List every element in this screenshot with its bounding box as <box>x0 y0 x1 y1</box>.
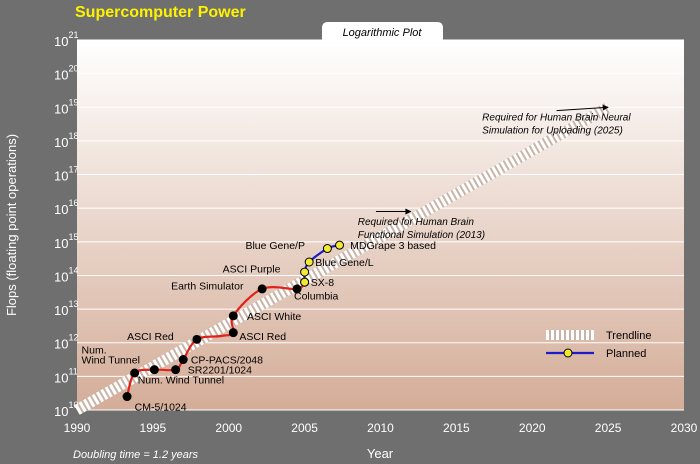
data-label: ASCI Purple <box>223 264 281 276</box>
x-tick-label: 2000 <box>215 421 242 435</box>
y-tick-label: 1015 <box>54 232 78 251</box>
y-tick-label: 1011 <box>54 366 78 385</box>
y-tick-label: 1014 <box>54 265 78 284</box>
data-label: SR2201/1024 <box>188 365 252 377</box>
data-label: Blue Gene/P <box>245 240 305 252</box>
x-tick-label: 2015 <box>443 421 470 435</box>
y-tick-label: 1019 <box>54 97 78 116</box>
planned-data-point <box>300 277 310 287</box>
planned-data-point <box>304 257 314 267</box>
data-label: SX-8 <box>311 277 335 289</box>
data-label: CM-5/1024 <box>135 402 187 414</box>
x-tick-label: 2005 <box>291 421 318 435</box>
actual-data-point <box>149 365 159 375</box>
y-tick-label: 1010 <box>54 400 78 419</box>
actual-data-point <box>130 368 140 378</box>
actual-data-point <box>257 284 267 294</box>
data-label: Blue Gene/L <box>315 257 374 269</box>
actual-data-point <box>192 334 202 344</box>
data-label: ASCI White <box>247 311 301 323</box>
legend-label: Trendline <box>606 330 651 342</box>
trendline-stripes <box>74 102 611 415</box>
x-tick-label: 2030 <box>671 421 698 435</box>
planned-data-point <box>300 267 310 277</box>
grid-lines <box>77 39 684 411</box>
actual-data-point <box>171 365 181 375</box>
target-note: Simulation for Uploading (2025) <box>482 126 623 137</box>
x-tick-label: 1995 <box>140 421 167 435</box>
chart-title: Supercomputer Power <box>75 4 246 21</box>
subtitle-tab <box>322 22 443 40</box>
data-label: CP-PACS/2048 <box>191 355 263 367</box>
x-axis-label: Year <box>367 446 394 461</box>
x-tick-labels: 1990 1995 2000 2005 2010 2015 2020 2025 2030 <box>64 421 698 435</box>
target-note: Functional Simulation (2013) <box>358 230 485 241</box>
y-tick-label: 1012 <box>54 333 78 352</box>
y-tick-label: 1013 <box>54 299 78 318</box>
data-label: ASCI Red <box>239 331 286 343</box>
chart-subtitle: Logarithmic Plot <box>343 27 423 39</box>
y-axis-label: Flops (floating point operations) <box>4 134 19 316</box>
y-tick-labels: 1010 1011 1012 1013 1014 1015 1016 1017 1018 1019… <box>54 30 78 419</box>
actual-data-point <box>292 284 302 294</box>
x-tick-label: 2010 <box>367 421 394 435</box>
data-label: ASCI Red <box>127 331 174 343</box>
series-group <box>122 240 345 402</box>
y-tick-label: 1018 <box>54 131 78 150</box>
x-tick-label: 1990 <box>64 421 91 435</box>
x-tick-label: 2020 <box>519 421 546 435</box>
actual-data-point <box>228 311 238 321</box>
data-label: Wind Tunnel <box>82 355 140 367</box>
data-label: Num. <box>82 344 107 356</box>
target-arrow <box>556 104 609 112</box>
planned-data-point <box>335 240 345 250</box>
target-note: Required for Human Brain <box>358 217 475 228</box>
y-tick-label: 1016 <box>54 198 78 217</box>
planned-data-point <box>322 244 332 254</box>
y-tick-label: 1020 <box>54 64 78 83</box>
target-group: Required for Human Brain Functional Simul… <box>358 104 631 241</box>
legend-planned-marker <box>563 348 573 358</box>
y-tick-label: 1021 <box>54 30 78 49</box>
legend-label: Planned <box>606 348 646 360</box>
x-tick-label: 2025 <box>595 421 622 435</box>
actual-data-point <box>228 328 238 338</box>
legend: Trendline Planned <box>546 330 651 360</box>
target-note: Required for Human Brain Neural <box>482 113 631 124</box>
y-tick-label: 1017 <box>54 165 78 184</box>
actual-data-point <box>122 392 132 402</box>
actual-data-point <box>178 355 188 365</box>
annotation-group: CM-5/1024 Num. Wind Tunnel Num.Wind Tunnel… <box>82 240 437 413</box>
footnote: Doubling time = 1.2 years <box>73 449 199 461</box>
data-label: MDGrape 3 based <box>350 240 436 252</box>
data-label: Num. Wind Tunnel <box>138 375 224 387</box>
trendline-group <box>74 102 611 415</box>
data-label: Earth Simulator <box>171 281 244 293</box>
data-label: Columbia <box>294 291 339 303</box>
